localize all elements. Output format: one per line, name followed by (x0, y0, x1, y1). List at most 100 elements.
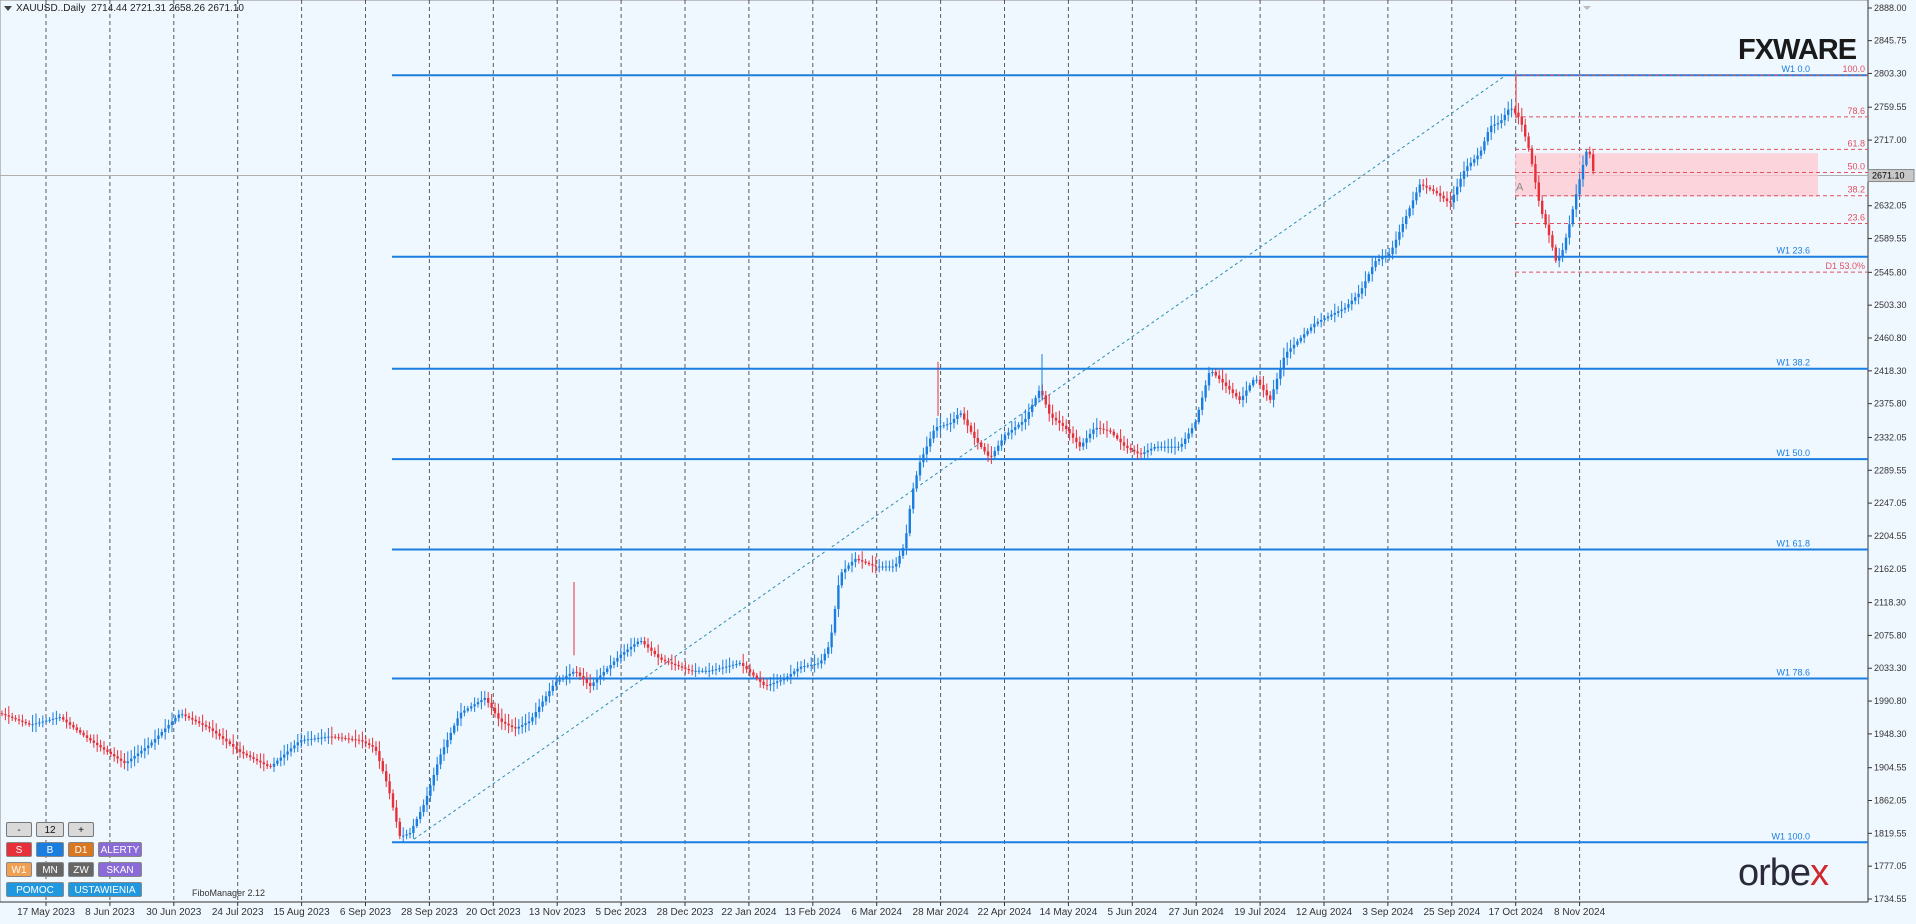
candle-body (521, 725, 524, 727)
candle-body (211, 728, 214, 731)
candle-body (1109, 430, 1112, 432)
candle-body (422, 804, 425, 812)
candle-body (721, 667, 724, 669)
candle-body (1313, 323, 1316, 328)
candle-body (779, 680, 782, 682)
candle-body (1479, 150, 1483, 156)
candle-body (1170, 446, 1173, 448)
candle-body (374, 746, 378, 751)
period-value[interactable]: 12 (36, 822, 64, 837)
candle-body (769, 684, 772, 686)
candle-body (1282, 357, 1285, 369)
candle-body (915, 475, 918, 489)
candle-body (1020, 422, 1024, 425)
candle-body (861, 560, 864, 562)
candle-body (466, 708, 469, 711)
candle-body (935, 426, 939, 431)
candle-body (1391, 247, 1394, 255)
current-price-tag (1867, 169, 1915, 183)
candle-body (1010, 429, 1013, 433)
orbex-logo: orbex (1738, 852, 1829, 895)
date-label: 22 Jan 2024 (721, 907, 776, 918)
candle-body (130, 758, 133, 762)
candle-body (782, 678, 786, 681)
sell-button[interactable]: S (6, 842, 32, 857)
candle-body (1139, 453, 1143, 455)
candle-body (980, 442, 983, 448)
candle-body (1401, 223, 1404, 232)
alerts-button[interactable]: ALERTY (98, 842, 142, 857)
candle-body (259, 760, 262, 763)
candle-body (548, 691, 551, 697)
candle-body (844, 568, 847, 573)
candle-body (864, 561, 867, 563)
candle-body (453, 725, 456, 733)
candle-body (833, 608, 837, 633)
candle-body (905, 533, 908, 548)
candle-body (578, 672, 582, 676)
candle-body (38, 722, 41, 724)
candle-body (1517, 112, 1520, 117)
scan-button[interactable]: SKAN (98, 862, 142, 877)
candle-body (1496, 123, 1500, 125)
candle-body (1337, 311, 1340, 313)
candle-body (296, 742, 299, 746)
candle-body (1551, 235, 1554, 248)
candle-body (1456, 186, 1459, 195)
decrease-button[interactable]: - (6, 822, 32, 837)
price-label: 2545.80 (1874, 267, 1907, 277)
candle-body (201, 723, 204, 725)
candle-body (1350, 300, 1353, 305)
collapse-triangle-icon[interactable] (4, 5, 12, 11)
buy-button[interactable]: B (36, 842, 64, 857)
candle-body (167, 725, 170, 729)
candle-body (1207, 373, 1211, 386)
zw-button[interactable]: ZW (68, 862, 94, 877)
mn-button[interactable]: MN (36, 862, 64, 877)
candle-body (238, 749, 242, 752)
weekly-fibo-label: W1 0.0 (1781, 64, 1810, 74)
d1-button[interactable]: D1 (68, 842, 94, 857)
candle-body (1554, 247, 1557, 261)
candle-body (1476, 155, 1479, 160)
date-label: 8 Jun 2023 (85, 907, 135, 918)
settings-button[interactable]: USTAWIENIA (68, 882, 142, 897)
candle-body (1513, 108, 1517, 113)
symbol-label: XAUUSD..Daily (16, 3, 86, 14)
w1-button[interactable]: W1 (6, 862, 32, 877)
candle-body (371, 745, 374, 747)
candle-body (480, 700, 483, 703)
candle-body (1258, 379, 1262, 385)
candle-body (575, 671, 578, 673)
candle-body (1017, 424, 1020, 428)
candle-body (976, 437, 979, 443)
date-label: 20 Oct 2023 (466, 907, 521, 918)
candle-body (898, 555, 901, 564)
increase-button[interactable]: + (68, 822, 94, 837)
candle-body (1530, 148, 1534, 165)
candle-body (510, 725, 514, 728)
candle-body (748, 669, 752, 673)
help-button[interactable]: POMOC (6, 882, 64, 897)
candle-body (306, 739, 310, 741)
candle-body (266, 764, 269, 766)
candle-body (1452, 194, 1455, 203)
candle-body (432, 774, 435, 786)
candle-body (891, 566, 894, 568)
price-label: 2289.55 (1874, 465, 1907, 475)
candle-body (986, 451, 990, 456)
candle-body (646, 644, 650, 648)
price-label: 1777.05 (1874, 861, 1907, 871)
candle-body (136, 753, 140, 757)
candle-body (113, 754, 116, 757)
candle-body (242, 751, 245, 754)
candle-body (772, 682, 775, 685)
candle-body (272, 763, 276, 767)
candle-body (1031, 404, 1034, 412)
candle-body (1340, 309, 1343, 312)
daily-fibo-label: 38.2 (1847, 185, 1865, 195)
candle-body (1483, 141, 1486, 151)
candle-body (1486, 132, 1489, 142)
candle-body (28, 723, 31, 725)
